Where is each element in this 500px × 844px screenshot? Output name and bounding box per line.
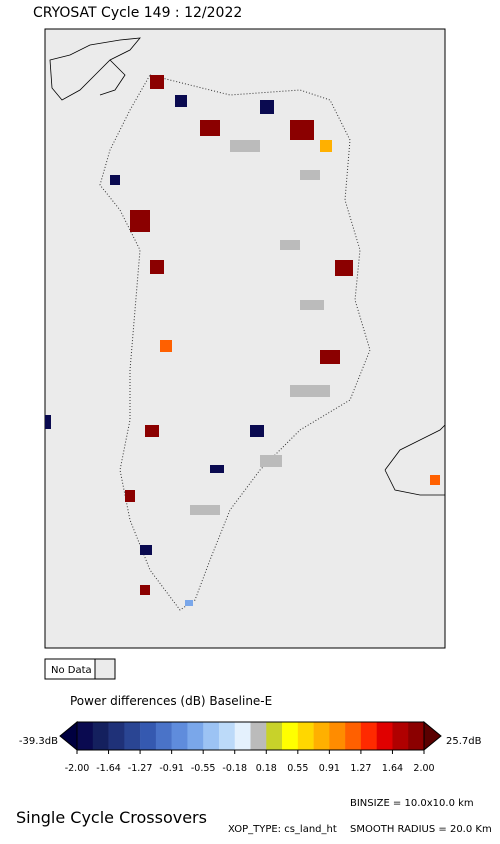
colorbar-swatch [124, 722, 141, 750]
colorbar-swatch [218, 722, 236, 750]
colorbar-swatch [77, 722, 94, 750]
coastlines [49, 37, 446, 496]
colorbar-tick-label: 2.00 [413, 763, 434, 774]
colorbar-tick-label: -0.55 [191, 763, 216, 774]
title: CRYOSAT Cycle 149 : 12/2022 [33, 5, 242, 21]
colorbar-tick-label: -1.27 [128, 763, 153, 774]
no-data-label: No Data [51, 665, 92, 676]
colorbar-swatch [187, 722, 204, 750]
colorbar-swatch [250, 722, 267, 750]
colorbar-low [59, 720, 78, 752]
colorbar-tick-label: -1.64 [96, 763, 121, 774]
colorbar-tick-label: -0.91 [159, 763, 184, 774]
crossover-cells [45, 75, 440, 606]
colorbar-swatch [171, 722, 188, 750]
colorbar-swatch [345, 722, 362, 750]
colorbar-border [76, 721, 425, 751]
colorbar-swatch [140, 722, 157, 750]
footer-title: Single Cycle Crossovers [16, 808, 207, 827]
colorbar-swatch [266, 722, 283, 750]
colorbar-tick-label: 1.27 [350, 763, 371, 774]
smooth-radius: SMOOTH RADIUS = 20.0 Km [350, 824, 492, 835]
colorbar-tick-label: 1.64 [382, 763, 403, 774]
xop-type: XOP_TYPE: cs_land_ht [228, 824, 337, 835]
colorbar-swatch [392, 722, 409, 750]
map-frame [44, 28, 446, 649]
colorbar-swatch [376, 722, 393, 750]
colorbar-tick-label: 0.55 [287, 763, 308, 774]
legend-caption: Power differences (dB) Baseline-E [70, 694, 272, 708]
colorbar-min-label: -39.3dB [19, 736, 58, 747]
colorbar-tick-label: -2.00 [65, 763, 90, 774]
colorbar-swatch [282, 722, 299, 750]
no-data-swatch [94, 658, 116, 680]
colorbar-high [423, 720, 442, 752]
colorbar-swatch [108, 722, 125, 750]
colorbar-swatch [360, 722, 377, 750]
binsize: BINSIZE = 10.0x10.0 km [350, 798, 474, 809]
colorbar-swatch [329, 722, 346, 750]
colorbar-tick-label: 0.18 [256, 763, 277, 774]
colorbar-swatch [155, 722, 172, 750]
colorbar-tick-label: 0.91 [319, 763, 340, 774]
colorbar-tick-label: -0.18 [222, 763, 247, 774]
colorbar-swatch [203, 722, 220, 750]
colorbar-swatch [92, 722, 109, 750]
colorbar-swatch [313, 722, 330, 750]
colorbar-max-label: 25.7dB [446, 736, 482, 747]
colorbar-swatch [234, 722, 251, 750]
colorbar-swatch [408, 722, 425, 750]
colorbar-swatch [297, 722, 314, 750]
colorbar: -2.00 -1.64 -1.27 -0.91 -0.55 -0.18 0.18 0.55 0.… [59, 720, 442, 774]
